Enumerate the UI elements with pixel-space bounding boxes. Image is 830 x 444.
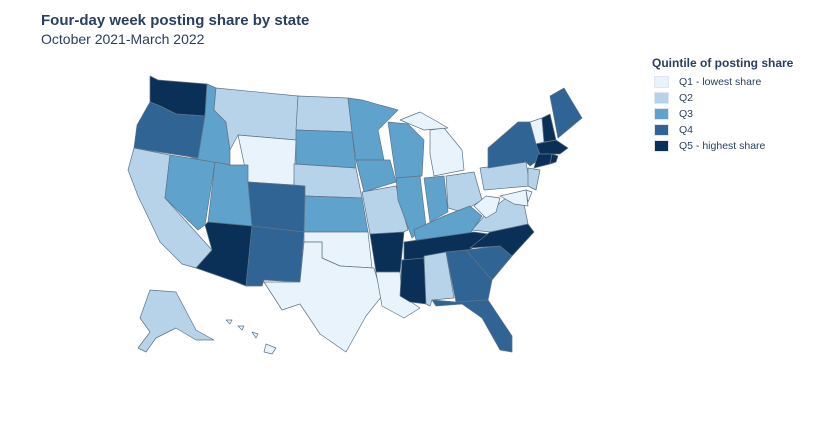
state-sd[interactable]	[295, 129, 357, 169]
state-pa[interactable]	[479, 161, 531, 191]
legend-swatch	[654, 124, 669, 136]
legend-item-q1[interactable]: Q1 - lowest share	[652, 74, 793, 90]
legend-label: Q3	[679, 108, 694, 120]
state-tx[interactable]	[263, 241, 383, 353]
legend-swatch	[654, 108, 669, 120]
map-subtitle: October 2021-March 2022	[41, 31, 205, 47]
state-ks[interactable]	[303, 195, 369, 233]
state-la[interactable]	[375, 271, 421, 319]
legend-label: Q4	[679, 124, 694, 136]
state-in[interactable]	[423, 175, 449, 223]
legend-swatch	[654, 92, 669, 104]
legend-swatch	[654, 76, 669, 88]
legend-label: Q2	[679, 92, 694, 104]
state-ma[interactable]	[535, 139, 569, 155]
state-fl[interactable]	[431, 299, 513, 353]
state-ak[interactable]	[137, 289, 215, 353]
state-hi-big[interactable]	[263, 343, 277, 355]
state-hi-maui[interactable]	[251, 331, 259, 339]
state-nj[interactable]	[527, 167, 541, 191]
legend-item-q5[interactable]: Q5 - highest share	[652, 138, 793, 154]
legend-item-q2[interactable]: Q2	[652, 90, 793, 106]
state-md[interactable]	[499, 189, 529, 207]
state-hi-kauai[interactable]	[225, 319, 233, 325]
state-mi[interactable]	[429, 127, 465, 177]
state-ri[interactable]	[549, 153, 559, 165]
legend: Quintile of posting share Q1 - lowest sh…	[652, 56, 793, 154]
state-hi-oahu[interactable]	[237, 325, 245, 331]
state-mn[interactable]	[347, 97, 399, 161]
legend-item-q3[interactable]: Q3	[652, 106, 793, 122]
legend-label: Q5 - highest share	[679, 140, 766, 152]
state-ar[interactable]	[369, 231, 405, 275]
legend-label: Q1 - lowest share	[679, 76, 762, 88]
state-ms[interactable]	[399, 257, 427, 305]
state-mi-upper[interactable]	[399, 111, 449, 131]
state-oh[interactable]	[445, 171, 483, 213]
state-co[interactable]	[247, 181, 306, 233]
legend-title: Quintile of posting share	[652, 56, 794, 70]
us-choropleth-map	[127, 75, 583, 355]
state-nm[interactable]	[245, 225, 305, 287]
state-wv[interactable]	[473, 195, 501, 219]
state-ga[interactable]	[445, 249, 493, 303]
state-ut[interactable]	[207, 161, 253, 227]
state-wi[interactable]	[387, 121, 425, 179]
state-nd[interactable]	[295, 95, 353, 133]
legend-swatch	[654, 140, 669, 152]
state-me[interactable]	[549, 87, 583, 139]
legend-item-q4[interactable]: Q4	[652, 122, 793, 138]
map-title: Four-day week posting share by state	[41, 12, 310, 29]
state-ia[interactable]	[355, 159, 397, 193]
